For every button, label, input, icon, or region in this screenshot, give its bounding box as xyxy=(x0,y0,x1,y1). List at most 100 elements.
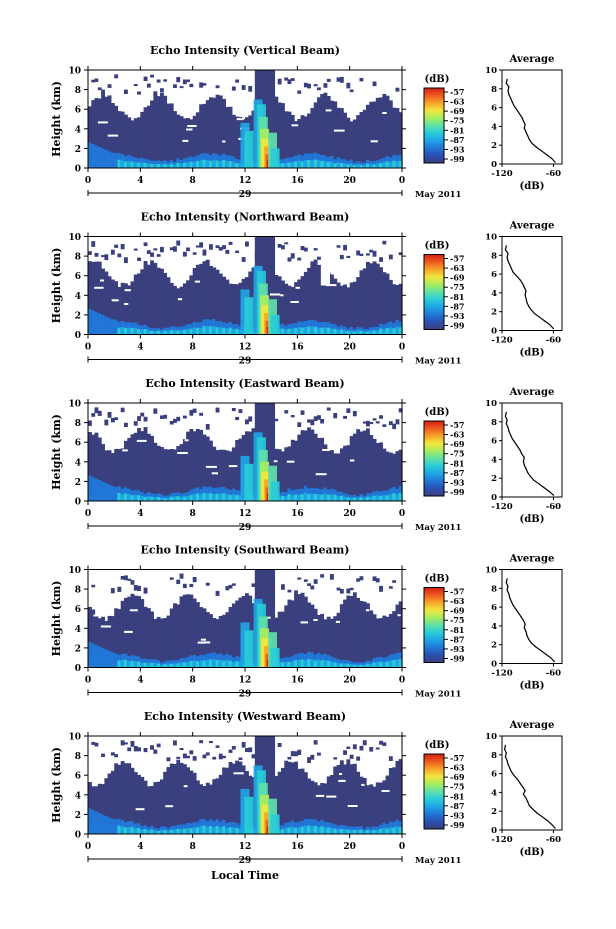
heatmap-cell xyxy=(303,579,308,582)
heatmap-cell xyxy=(169,163,174,168)
heatmap-cell xyxy=(146,330,151,335)
heatmap-column xyxy=(336,453,341,501)
average-profile-point xyxy=(507,426,509,428)
heatmap-cell xyxy=(235,661,240,668)
heatmap-cell xyxy=(287,328,292,335)
heatmap-cell xyxy=(114,653,119,668)
heatmap-gap xyxy=(315,473,327,476)
heatmap-column xyxy=(182,594,187,668)
heatmap-cell xyxy=(330,494,334,501)
heatmap-cell xyxy=(326,494,331,501)
heatmap-cell xyxy=(94,78,99,82)
heatmap-cell xyxy=(215,407,220,413)
heatmap-gap xyxy=(338,779,346,782)
average-profile-point xyxy=(554,161,556,163)
heatmap-cell xyxy=(346,746,351,749)
heatmap-cell xyxy=(124,659,128,668)
heatmap-cell xyxy=(258,74,262,77)
average-profile-line xyxy=(505,79,556,163)
heatmap-cell xyxy=(137,257,141,261)
heatmap-column xyxy=(133,432,138,501)
heatmap-column xyxy=(143,427,148,501)
heatmap-column xyxy=(156,445,161,501)
heatmap-cell xyxy=(215,660,220,668)
colorbar-tick-label: -99 xyxy=(450,154,465,164)
heatmap-column xyxy=(300,115,305,168)
average-profile-point xyxy=(522,786,524,788)
average-profile-point xyxy=(506,759,508,762)
heatmap-cell xyxy=(379,257,383,262)
heatmap-column xyxy=(212,97,217,168)
heatmap-cell xyxy=(388,827,393,834)
heatmap-column xyxy=(173,449,177,501)
heatmap-cell xyxy=(349,829,354,834)
average-title: Average xyxy=(509,554,555,565)
heatmap-column xyxy=(169,608,174,668)
heatmap-cell xyxy=(195,327,200,335)
heatmap-column xyxy=(146,105,151,168)
heatmap-cell xyxy=(307,326,311,335)
heatmap-cell xyxy=(235,250,240,253)
heatmap-column xyxy=(379,97,383,168)
heatmap-cell xyxy=(153,408,158,414)
heatmap-column xyxy=(297,119,302,168)
heatmap-cell xyxy=(313,248,318,251)
heatmap-cell xyxy=(294,751,298,757)
average-profile-point xyxy=(517,612,519,614)
heatmap-cell xyxy=(127,494,132,501)
average-frame xyxy=(501,402,563,498)
x-tick-label: 16 xyxy=(291,842,304,852)
heatmap-gap xyxy=(94,286,104,289)
heatmap-cell xyxy=(245,748,249,752)
heatmap-cell xyxy=(313,579,318,584)
heatmap-cell xyxy=(267,75,272,79)
average-profile-point xyxy=(536,812,538,814)
heatmap-cell xyxy=(379,495,383,501)
heatmap-column xyxy=(352,119,357,168)
heatmap-column xyxy=(231,447,236,501)
heatmap-column xyxy=(359,270,364,335)
heatmap-column xyxy=(218,95,223,168)
y-tick-label: 6 xyxy=(75,605,81,615)
average-y-tick-label: 2 xyxy=(491,141,497,151)
heatmap-cell xyxy=(366,663,370,668)
heatmap-column xyxy=(127,763,132,834)
heatmap-cell xyxy=(101,148,105,168)
heatmap-cell xyxy=(270,481,280,501)
heatmap-cell xyxy=(323,659,328,668)
heatmap-column xyxy=(176,446,181,501)
colorbar-unit: (dB) xyxy=(425,74,450,85)
heatmap-cell xyxy=(310,160,315,168)
heatmap-cell xyxy=(130,660,135,668)
heatmap-cell xyxy=(192,252,197,255)
heatmap-column xyxy=(395,604,400,668)
heatmap-cell xyxy=(281,245,285,250)
heatmap-cell xyxy=(343,330,347,335)
heatmap-cell xyxy=(352,411,357,417)
average-profile-point xyxy=(543,487,545,489)
heatmap-column xyxy=(156,781,161,834)
heatmap-cell xyxy=(245,419,249,425)
heatmap-column xyxy=(333,453,338,501)
heatmap-column xyxy=(97,98,102,168)
heatmap-column xyxy=(294,593,298,668)
heatmap-cell xyxy=(182,251,187,257)
heatmap-cell xyxy=(101,481,105,501)
heatmap-column xyxy=(225,612,230,668)
heatmap-column xyxy=(372,438,377,501)
heatmap-cell xyxy=(392,580,397,583)
heatmap-gap xyxy=(186,128,193,131)
heatmap-column xyxy=(277,449,282,501)
heatmap-gap xyxy=(392,447,403,450)
heatmap-column xyxy=(215,778,220,834)
heatmap-cell xyxy=(101,753,105,757)
heatmap-cell xyxy=(238,829,243,834)
colorbar-tick-label: -81 xyxy=(450,791,464,801)
heatmap-column xyxy=(362,109,367,168)
heatmap-cell xyxy=(156,743,161,748)
heatmap-cell xyxy=(317,827,321,834)
heatmap-cell xyxy=(343,663,347,668)
heatmap-column xyxy=(117,609,122,668)
heatmap-cell xyxy=(395,87,400,92)
heatmap-cell xyxy=(313,416,318,421)
